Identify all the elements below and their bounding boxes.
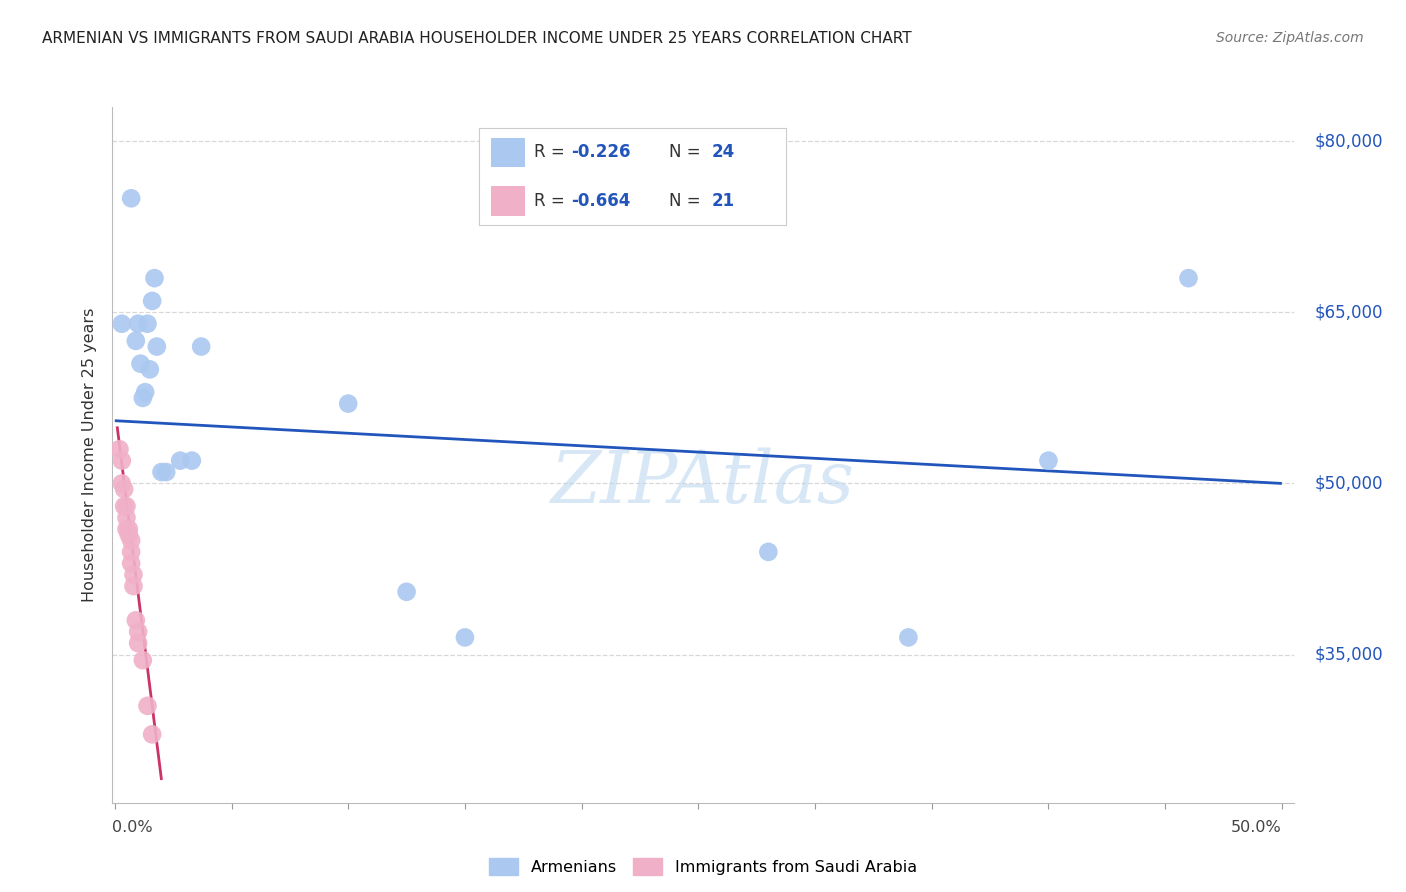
- Point: [155, 465, 177, 479]
- Point: [139, 362, 162, 376]
- Point: [125, 613, 148, 627]
- Text: $50,000: $50,000: [1315, 475, 1384, 492]
- Point: [122, 579, 145, 593]
- Point: [180, 453, 202, 467]
- Point: [108, 442, 131, 457]
- Point: [1038, 453, 1060, 467]
- Point: [120, 545, 142, 559]
- Point: [118, 528, 141, 542]
- Point: [111, 317, 134, 331]
- Point: [120, 191, 142, 205]
- Point: [141, 727, 163, 741]
- Text: $35,000: $35,000: [1315, 646, 1384, 664]
- Point: [756, 545, 779, 559]
- Text: $80,000: $80,000: [1315, 132, 1384, 150]
- Point: [111, 476, 134, 491]
- Point: [1177, 271, 1199, 285]
- Point: [454, 631, 477, 645]
- Point: [125, 334, 148, 348]
- Point: [150, 465, 173, 479]
- Point: [115, 510, 138, 524]
- Text: Source: ZipAtlas.com: Source: ZipAtlas.com: [1216, 31, 1364, 45]
- Point: [169, 453, 191, 467]
- Point: [129, 357, 152, 371]
- Y-axis label: Householder Income Under 25 years: Householder Income Under 25 years: [82, 308, 97, 602]
- Legend: Armenians, Immigrants from Saudi Arabia: Armenians, Immigrants from Saudi Arabia: [489, 858, 917, 875]
- Point: [115, 500, 138, 514]
- Point: [146, 340, 169, 354]
- Point: [112, 482, 135, 496]
- Point: [122, 567, 145, 582]
- Point: [190, 340, 212, 354]
- Point: [395, 584, 418, 599]
- Point: [134, 385, 156, 400]
- Point: [111, 453, 134, 467]
- Point: [120, 533, 142, 548]
- Point: [136, 317, 159, 331]
- Point: [118, 522, 141, 536]
- Text: ZIPAtlas: ZIPAtlas: [551, 448, 855, 518]
- Point: [132, 391, 155, 405]
- Text: $65,000: $65,000: [1315, 303, 1384, 321]
- Point: [120, 556, 142, 570]
- Point: [127, 636, 149, 650]
- Point: [127, 624, 149, 639]
- Point: [112, 500, 135, 514]
- Point: [132, 653, 155, 667]
- Text: ARMENIAN VS IMMIGRANTS FROM SAUDI ARABIA HOUSEHOLDER INCOME UNDER 25 YEARS CORRE: ARMENIAN VS IMMIGRANTS FROM SAUDI ARABIA…: [42, 31, 912, 46]
- Point: [897, 631, 920, 645]
- Point: [115, 522, 138, 536]
- Point: [141, 293, 163, 308]
- Text: 50.0%: 50.0%: [1232, 820, 1282, 835]
- Text: 0.0%: 0.0%: [112, 820, 153, 835]
- Point: [337, 396, 360, 410]
- Point: [136, 698, 159, 713]
- Point: [143, 271, 166, 285]
- Point: [127, 317, 149, 331]
